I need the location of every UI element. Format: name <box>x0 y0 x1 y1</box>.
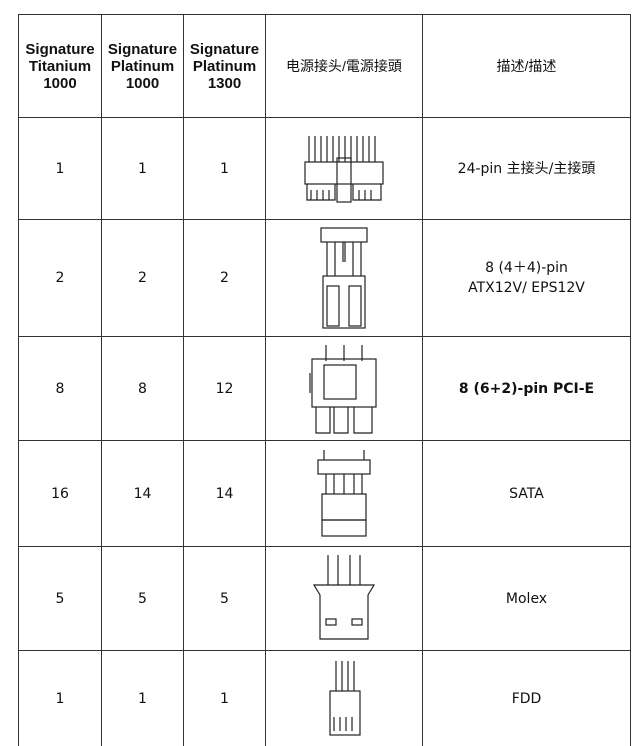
description-line: 8 (4＋4)-pin <box>485 260 568 276</box>
connector-image <box>265 650 423 746</box>
row: 16 14 14 SATA <box>18 440 631 547</box>
connector-image <box>265 440 423 547</box>
description: 8 (6+2)-pin PCI-E <box>422 336 631 441</box>
header-cell: Signature Platinum 1300 <box>183 14 266 118</box>
cell: 1 <box>183 117 266 220</box>
description: 24-pin 主接头/主接頭 <box>422 117 631 220</box>
cell: 14 <box>183 440 266 547</box>
cell: 8 <box>101 336 184 441</box>
cell: 1 <box>101 117 184 220</box>
description-line: SATA <box>509 485 544 502</box>
cell: 1 <box>18 650 102 746</box>
header-cell: Signature Platinum 1000 <box>101 14 184 118</box>
cell: 1 <box>183 650 266 746</box>
description: 8 (4＋4)-pin ATX12V/ EPS12V <box>422 219 631 337</box>
description-line: FDD <box>511 690 542 707</box>
connector-image <box>265 336 423 441</box>
cell: 2 <box>183 219 266 337</box>
description-line: 8 (6+2)-pin PCI-E <box>458 380 595 397</box>
description-line: 24-pin 主接头/主接頭 <box>457 160 596 177</box>
description-line: Molex <box>505 590 548 607</box>
cell: 16 <box>18 440 102 547</box>
cell: 1 <box>101 650 184 746</box>
description: Molex <box>422 546 631 651</box>
cell: 5 <box>101 546 184 651</box>
description: SATA <box>422 440 631 547</box>
header-cell: Signature Titanium 1000 <box>18 14 102 118</box>
connector-image <box>265 117 423 220</box>
cell: 2 <box>18 219 102 337</box>
cell: 5 <box>18 546 102 651</box>
description: FDD <box>422 650 631 746</box>
cell: 2 <box>101 219 184 337</box>
connector-image <box>265 546 423 651</box>
cell: 1 <box>18 117 102 220</box>
connector-image <box>265 219 423 337</box>
header-cell: 描述/描述 <box>422 14 631 118</box>
cell: 12 <box>183 336 266 441</box>
cell: 5 <box>183 546 266 651</box>
cell: 8 <box>18 336 102 441</box>
cell: 14 <box>101 440 184 547</box>
header-cell: 电源接头/電源接頭 <box>265 14 423 118</box>
connector-table: Signature Titanium 1000 Signature Platin… <box>18 14 631 746</box>
description-line: ATX12V/ EPS12V <box>468 280 585 296</box>
row: 8 8 12 8 (6+2)-pin PCI-E <box>18 336 631 441</box>
header-row: Signature Titanium 1000 Signature Platin… <box>18 14 631 118</box>
